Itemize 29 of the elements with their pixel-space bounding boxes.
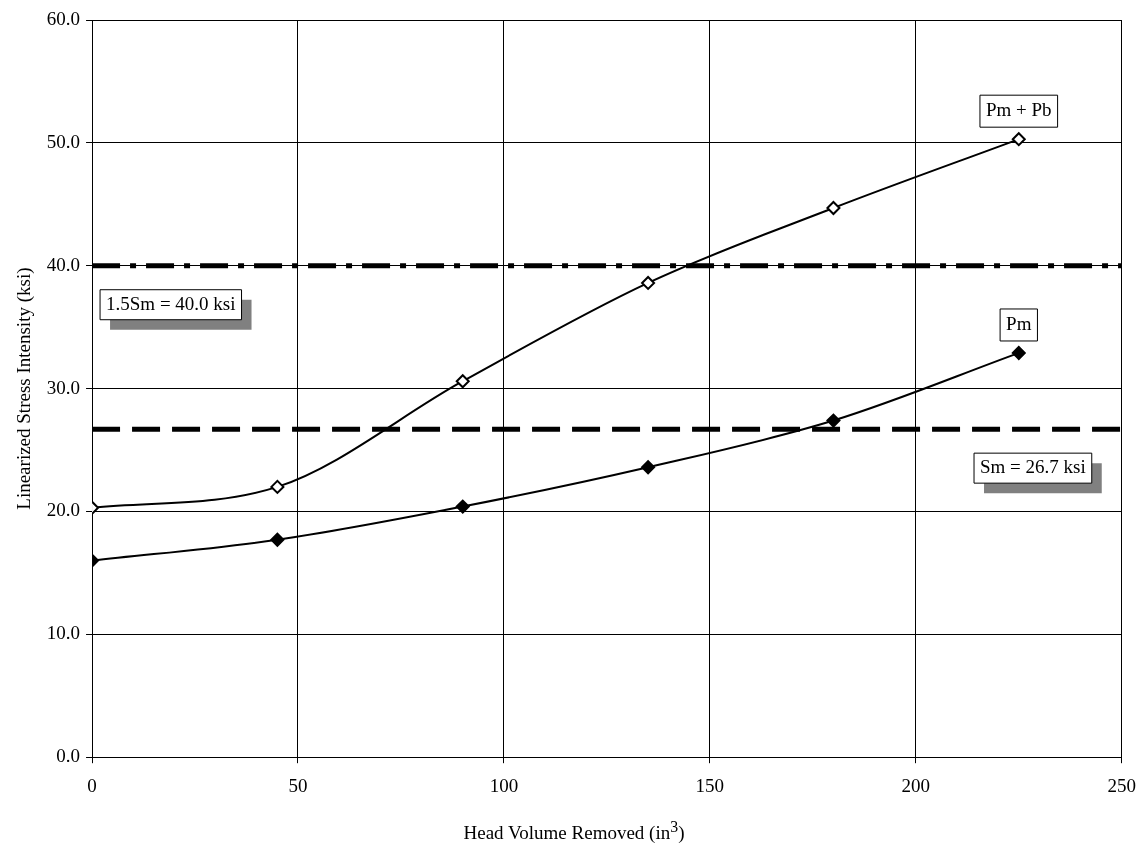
point (641, 275, 656, 290)
point (826, 413, 841, 428)
x-tick-label: 150 (695, 774, 725, 796)
x-tick-label: 200 (901, 774, 931, 796)
ref-line-label: 1.5Sm = 40.0 ksi (106, 292, 236, 314)
y-tick-label: 50.0 (46, 130, 81, 152)
y-tick-label: 20.0 (46, 499, 81, 521)
series-label: Pm + Pb (985, 99, 1052, 121)
y-tick-label: 30.0 (46, 376, 81, 398)
point (1011, 345, 1026, 360)
y-axis-title: Linearized Stress Intensity (ksi) (13, 267, 36, 510)
point (270, 479, 285, 494)
ref-line-label: Sm = 26.7 ksi (980, 456, 1086, 478)
x-tick-label: 100 (489, 774, 519, 796)
point (1011, 132, 1026, 147)
point (455, 499, 470, 514)
point (641, 460, 656, 475)
y-tick-label: 60.0 (46, 7, 81, 29)
y-tick-label: 0.0 (56, 745, 81, 767)
point (455, 374, 470, 389)
point (826, 200, 841, 215)
y-tick-label: 40.0 (46, 253, 81, 275)
y-tick-label: 10.0 (46, 622, 81, 644)
x-tick-label: 250 (1107, 774, 1136, 796)
point (270, 532, 285, 547)
series-label: Pm (1006, 312, 1032, 334)
x-tick-label: 0 (87, 774, 97, 796)
x-axis-title: Head Volume Removed (in$^{3}$) (462, 818, 686, 845)
x-tick-label: 50 (288, 774, 308, 796)
